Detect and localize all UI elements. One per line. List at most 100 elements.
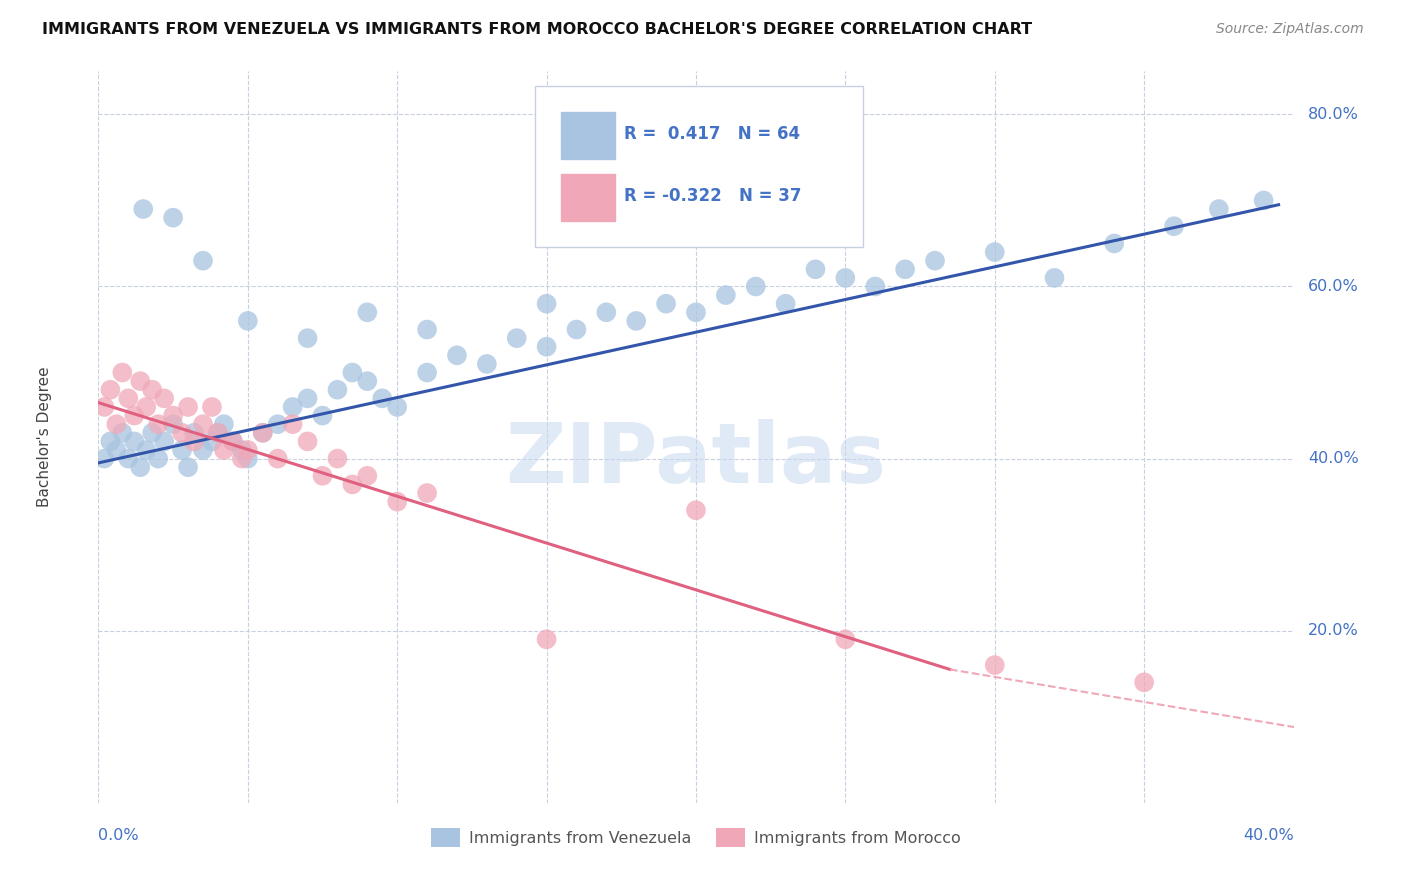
Point [111,425,134,440]
Point [201,400,224,414]
Point [222,434,245,449]
Point [129,374,152,388]
Point [416,322,439,336]
Point [236,442,259,457]
Point [207,425,229,440]
Point [162,409,184,423]
Point [536,632,558,647]
Point [267,451,290,466]
Point [98,383,122,397]
Point [124,409,146,423]
Point [162,211,184,225]
Point [191,253,214,268]
FancyBboxPatch shape [561,112,614,159]
Point [311,409,333,423]
Text: 0.0%: 0.0% [98,829,139,844]
Point [714,288,737,302]
Text: Bachelor's Degree: Bachelor's Degree [37,367,52,508]
Point [93,400,115,414]
Point [132,202,155,216]
Point [191,417,214,432]
Point [183,434,205,449]
Point [685,503,707,517]
Point [416,366,439,380]
Point [385,494,409,508]
Text: Source: ZipAtlas.com: Source: ZipAtlas.com [1216,22,1364,37]
Point [356,305,378,319]
Point [685,305,707,319]
Point [416,486,439,500]
Point [745,279,768,293]
Point [281,400,304,414]
Point [212,417,235,432]
Point [212,442,235,457]
Legend: Immigrants from Venezuela, Immigrants from Morocco: Immigrants from Venezuela, Immigrants fr… [425,822,967,854]
Point [342,366,364,380]
Point [111,366,134,380]
Text: R = -0.322   N = 37: R = -0.322 N = 37 [624,186,801,204]
Point [595,305,617,319]
Point [1043,271,1066,285]
Point [231,442,253,457]
Point [371,392,394,406]
Point [655,296,678,310]
Point [252,425,274,440]
Point [834,271,856,285]
Point [105,417,128,432]
Text: R =  0.417   N = 64: R = 0.417 N = 64 [624,125,800,143]
FancyBboxPatch shape [534,86,863,247]
Point [191,442,214,457]
Point [105,442,128,457]
Point [222,434,245,449]
Point [984,658,1007,673]
Point [93,451,115,466]
Point [626,314,648,328]
Point [326,383,349,397]
Point [804,262,827,277]
Point [297,392,319,406]
Point [834,632,856,647]
Point [236,451,259,466]
Text: 60.0%: 60.0% [1308,279,1358,294]
Point [984,245,1007,260]
Point [281,417,304,432]
Point [385,400,409,414]
Point [177,460,200,475]
Point [201,434,224,449]
Point [536,340,558,354]
Point [267,417,290,432]
Text: ZIPatlas: ZIPatlas [506,418,886,500]
Point [98,434,122,449]
Point [183,425,205,440]
Point [1208,202,1230,216]
Point [342,477,364,491]
Point [565,322,588,336]
Point [124,434,146,449]
Point [297,434,319,449]
Point [141,425,163,440]
Point [207,425,229,440]
Point [446,348,468,362]
Point [135,442,157,457]
Point [162,417,184,432]
Point [865,279,887,293]
Point [236,314,259,328]
Point [1253,194,1275,208]
Point [177,400,200,414]
Point [148,451,170,466]
Text: 20.0%: 20.0% [1308,624,1358,638]
Point [311,468,333,483]
Point [117,451,139,466]
Point [506,331,529,345]
Point [153,434,176,449]
Point [1104,236,1126,251]
Point [475,357,498,371]
Point [297,331,319,345]
Point [326,451,349,466]
Point [1133,675,1156,690]
Point [356,468,378,483]
Point [775,296,797,310]
Point [252,425,274,440]
Point [117,392,139,406]
Point [172,442,194,457]
